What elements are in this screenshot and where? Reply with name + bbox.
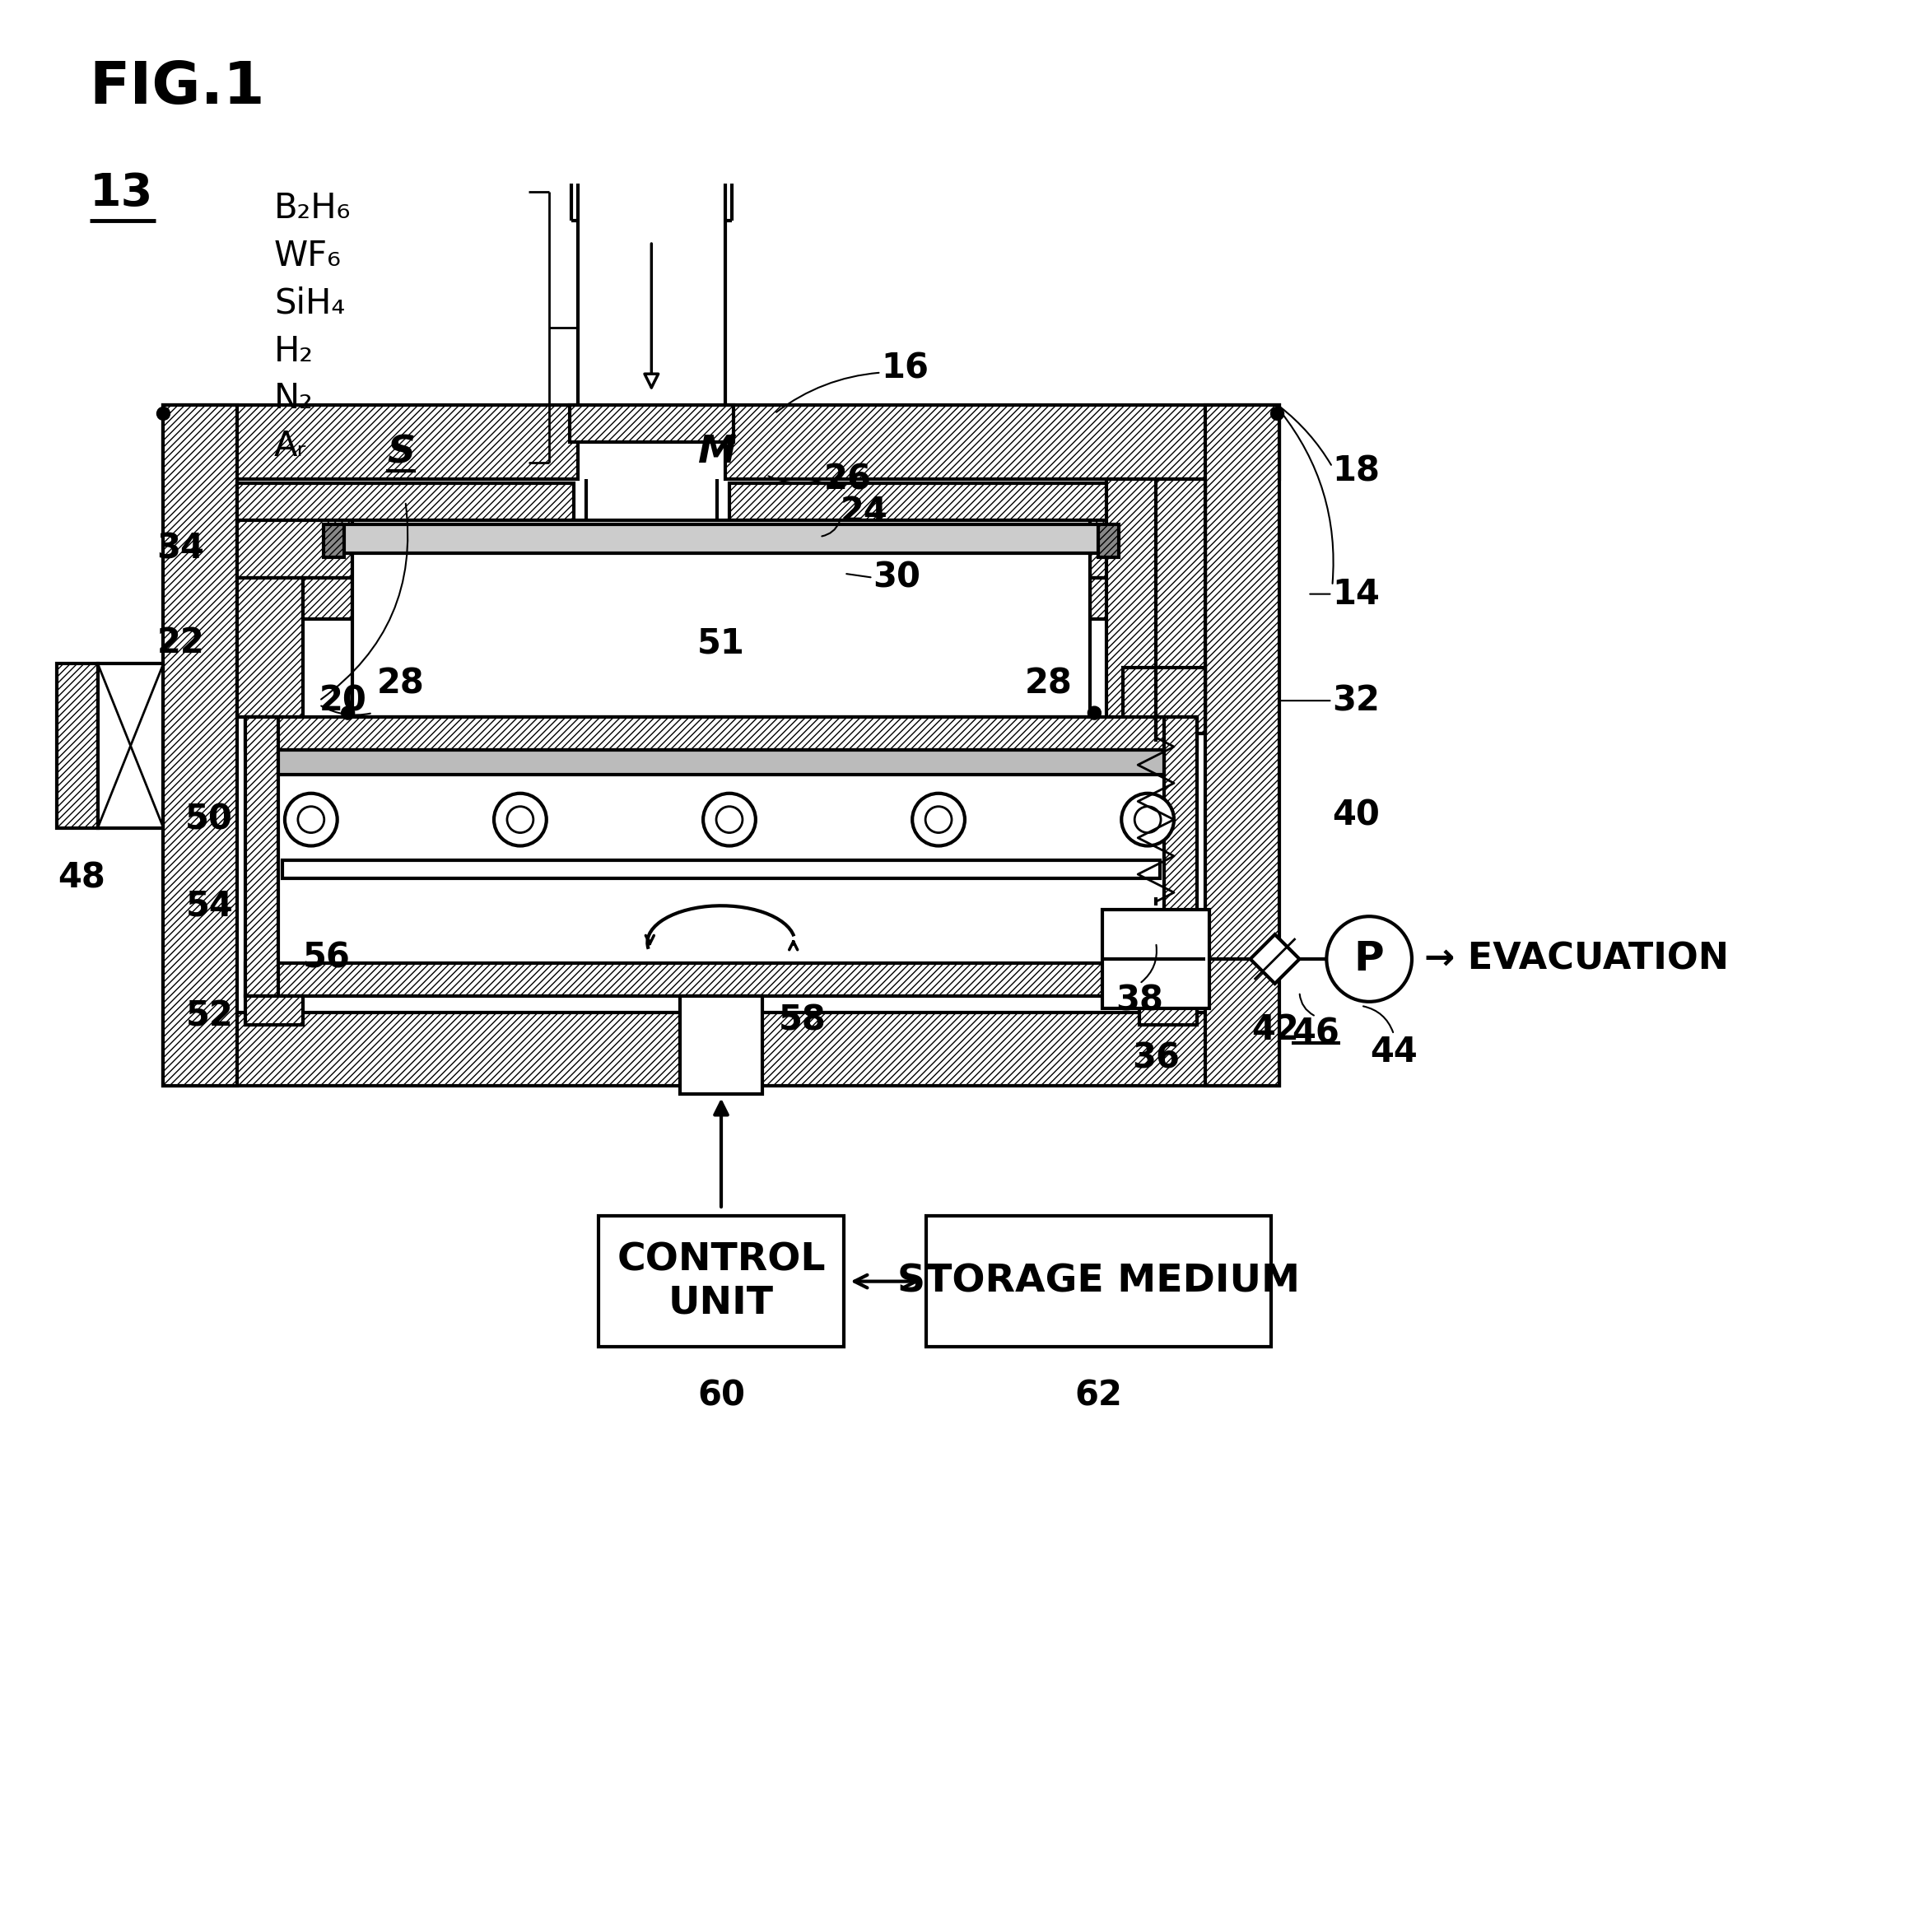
Bar	[164, 1012, 1278, 1086]
Text: STORAGE MEDIUM: STORAGE MEDIUM	[897, 1264, 1299, 1300]
Circle shape	[507, 806, 533, 833]
Text: 42: 42	[1252, 1012, 1299, 1047]
Bar	[303, 578, 352, 618]
Text: 13: 13	[90, 172, 152, 216]
Bar	[164, 406, 238, 1086]
Bar	[570, 406, 733, 442]
Text: 28: 28	[1025, 667, 1073, 701]
Bar	[598, 1215, 844, 1347]
Bar	[238, 483, 573, 520]
Bar	[97, 665, 164, 827]
Text: 26: 26	[823, 462, 871, 497]
Bar	[352, 520, 1090, 717]
Bar	[680, 995, 762, 1094]
Text: 51: 51	[697, 626, 745, 661]
Bar	[1139, 995, 1196, 1024]
Text: 30: 30	[872, 560, 920, 595]
Circle shape	[716, 806, 743, 833]
Circle shape	[1271, 408, 1284, 419]
Text: 46: 46	[1292, 1016, 1339, 1051]
Text: → EVACUATION: → EVACUATION	[1425, 941, 1728, 978]
Text: 56: 56	[303, 941, 351, 976]
Circle shape	[1122, 794, 1173, 846]
Bar	[282, 860, 1160, 879]
Bar	[246, 995, 303, 1024]
Text: 22: 22	[156, 626, 204, 661]
Bar	[726, 406, 1278, 479]
Bar	[1103, 910, 1210, 1009]
Bar	[1099, 524, 1118, 556]
Bar	[1090, 520, 1206, 578]
Text: 40: 40	[1332, 798, 1379, 833]
Circle shape	[926, 806, 952, 833]
Circle shape	[156, 408, 170, 419]
Text: 48: 48	[57, 860, 105, 895]
Text: H₂: H₂	[274, 334, 314, 369]
Circle shape	[1088, 707, 1101, 719]
Text: 50: 50	[185, 802, 232, 837]
Circle shape	[284, 794, 337, 846]
Text: FIG.1: FIG.1	[90, 60, 265, 116]
Bar	[1206, 406, 1278, 1086]
Text: 36: 36	[1132, 1041, 1179, 1076]
Text: B₂H₆: B₂H₆	[274, 191, 351, 226]
Text: CONTROL
UNIT: CONTROL UNIT	[617, 1242, 825, 1321]
Circle shape	[1326, 916, 1412, 1001]
Bar	[164, 406, 577, 479]
Circle shape	[297, 806, 324, 833]
Text: SiH₄: SiH₄	[274, 286, 345, 321]
Circle shape	[912, 794, 964, 846]
Circle shape	[703, 794, 756, 846]
Bar	[278, 750, 1164, 775]
Bar	[339, 524, 1103, 553]
Bar	[238, 520, 352, 578]
Text: 18: 18	[1332, 454, 1379, 489]
Circle shape	[1135, 806, 1160, 833]
Text: 44: 44	[1370, 1034, 1417, 1068]
Circle shape	[493, 794, 547, 846]
Text: 52: 52	[185, 999, 232, 1034]
Bar	[324, 524, 343, 556]
Bar	[1107, 479, 1206, 734]
Text: 54: 54	[185, 889, 232, 923]
Bar	[57, 665, 97, 827]
Text: 28: 28	[377, 667, 425, 701]
Text: 32: 32	[1332, 684, 1379, 719]
Bar	[238, 578, 303, 717]
Text: 38: 38	[1116, 983, 1164, 1018]
Bar	[246, 717, 278, 995]
Text: 60: 60	[697, 1378, 745, 1412]
Text: P: P	[1354, 939, 1385, 980]
Bar	[730, 483, 1206, 520]
Text: M: M	[697, 435, 737, 471]
Text: 14: 14	[1332, 578, 1379, 611]
Text: 24: 24	[840, 495, 888, 529]
Bar	[246, 717, 1196, 750]
Text: WF₆: WF₆	[274, 240, 341, 274]
Bar	[1124, 668, 1206, 734]
Bar	[926, 1215, 1271, 1347]
Text: N₂: N₂	[274, 381, 314, 415]
Circle shape	[341, 707, 354, 719]
Text: 62: 62	[1074, 1378, 1122, 1412]
Bar	[1090, 578, 1139, 618]
Bar	[246, 964, 1196, 995]
Text: S: S	[387, 435, 415, 471]
Bar	[1164, 717, 1196, 995]
Text: 58: 58	[779, 1003, 827, 1037]
Polygon shape	[1250, 935, 1299, 983]
Text: 20: 20	[320, 684, 368, 719]
Text: 34: 34	[156, 531, 204, 566]
Bar	[1139, 578, 1206, 717]
Text: Aᵣ: Aᵣ	[274, 429, 307, 464]
Text: 16: 16	[882, 352, 930, 386]
